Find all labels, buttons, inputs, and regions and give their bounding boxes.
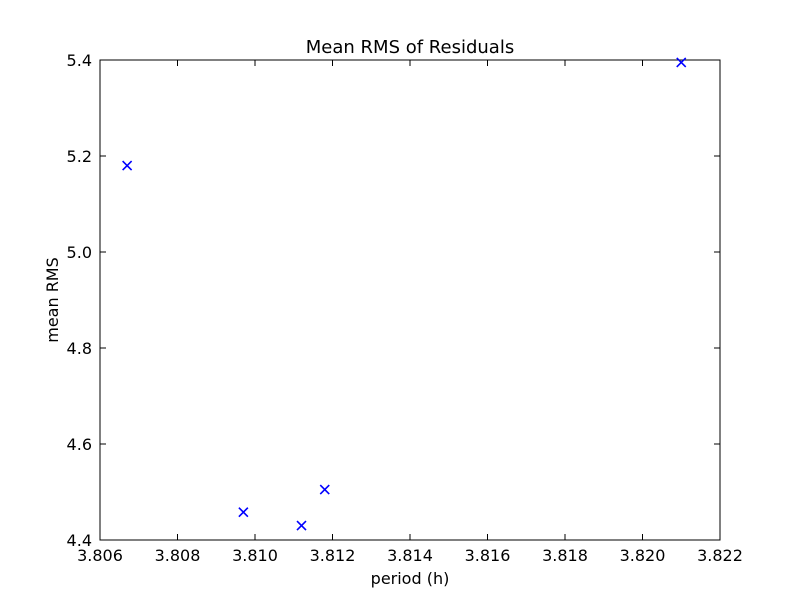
y-tick-label: 5.2 bbox=[67, 147, 92, 166]
x-axis-label: period (h) bbox=[371, 569, 450, 588]
data-point bbox=[238, 507, 249, 518]
y-tick-label: 5.4 bbox=[67, 51, 92, 70]
x-tick-label: 3.810 bbox=[232, 546, 278, 565]
y-tick-label: 4.4 bbox=[67, 531, 92, 550]
y-tick-label: 4.6 bbox=[67, 435, 92, 454]
y-axis-label: mean RMS bbox=[43, 257, 62, 343]
x-tick-label: 3.808 bbox=[155, 546, 201, 565]
data-point bbox=[296, 520, 307, 531]
plot-area: 3.806 3.808 3.810 3.812 3.814 3.816 3.818 3.820… bbox=[67, 51, 743, 565]
x-tick-label: 3.816 bbox=[465, 546, 511, 565]
y-tick-label: 5.0 bbox=[67, 243, 92, 262]
x-tick-label: 3.814 bbox=[387, 546, 433, 565]
x-tick-label: 3.812 bbox=[310, 546, 356, 565]
data-point bbox=[122, 160, 133, 171]
x-tick-label: 3.818 bbox=[542, 546, 588, 565]
x-tick-label: 3.820 bbox=[620, 546, 666, 565]
x-tick-label: 3.822 bbox=[697, 546, 743, 565]
data-point bbox=[319, 484, 330, 495]
y-tick-label: 4.8 bbox=[67, 339, 92, 358]
x-tick-label: 3.806 bbox=[77, 546, 123, 565]
chart-title: Mean RMS of Residuals bbox=[306, 37, 514, 58]
data-point bbox=[676, 57, 687, 68]
